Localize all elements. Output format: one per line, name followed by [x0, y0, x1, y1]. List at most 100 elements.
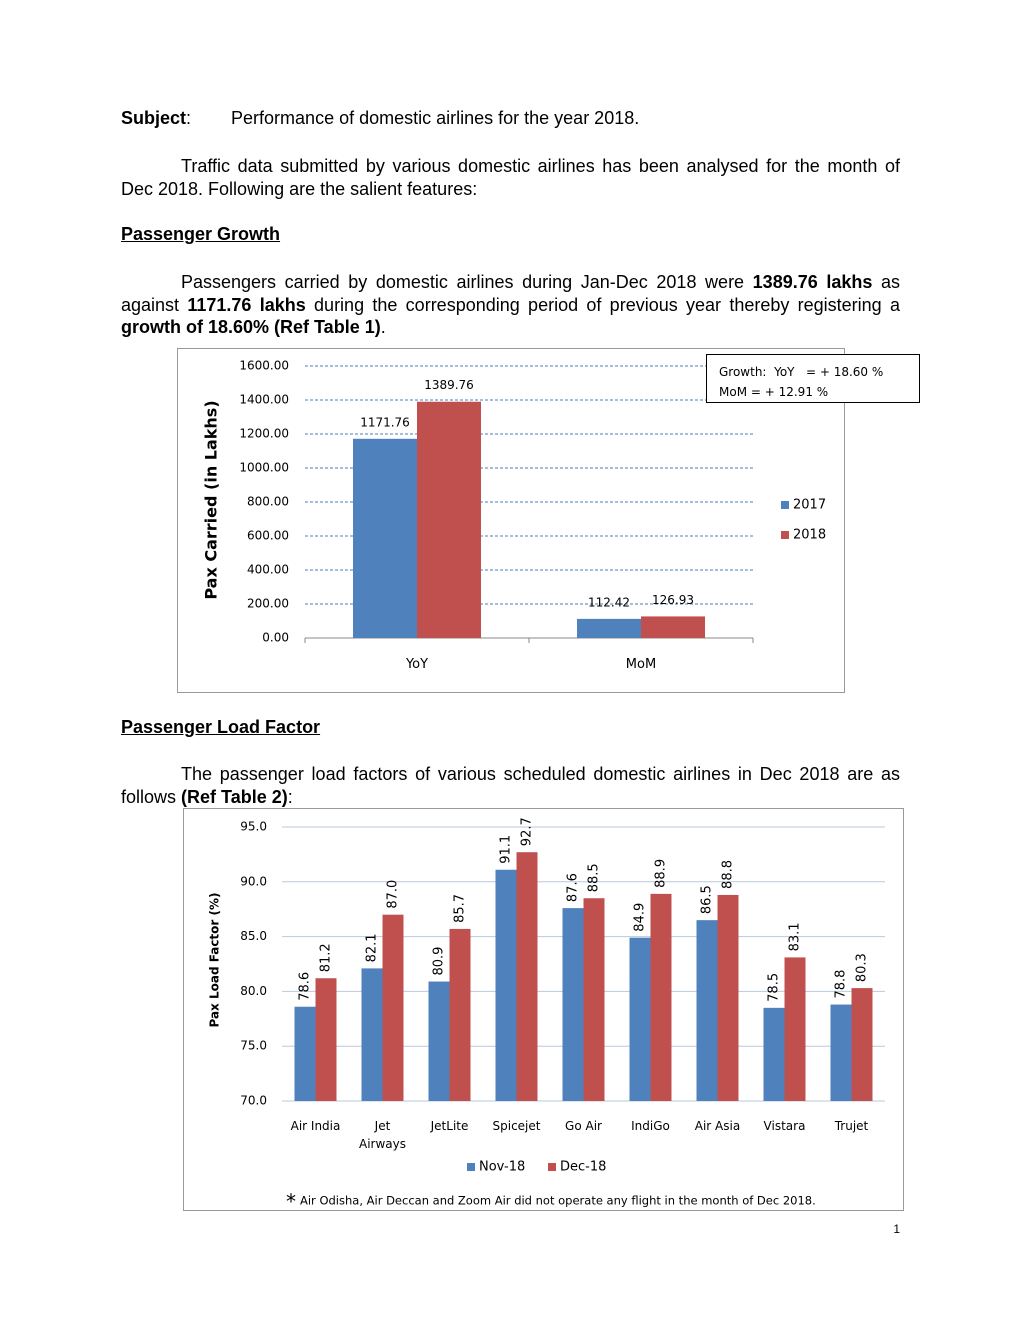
bar — [449, 928, 471, 1101]
chart-svg: 70.0 75.0 80.0 85.0 90.0 95.0 Pax Load Factor … — [183, 808, 904, 1211]
text-run: Passengers carried by domestic airlines … — [181, 272, 753, 292]
chart: 0.00 200.00 400.00 600.00 800.00 1000.00 1200.… — [177, 348, 845, 693]
page-number: 1 — [893, 1222, 900, 1236]
text-run: Subject — [121, 108, 187, 128]
text-run: : — [186, 108, 192, 128]
data-label: 126.93 — [652, 593, 694, 607]
data-label: 91.1 — [499, 835, 514, 864]
data-label: 84.9 — [633, 903, 648, 932]
text-run: . — [380, 317, 386, 337]
y-tick-label: 1000.00 — [239, 461, 289, 475]
bar — [650, 893, 672, 1101]
paragraph: Passengers carried by domestic airlines … — [121, 271, 900, 339]
bar — [641, 616, 705, 638]
x-tick-label: Vistara — [763, 1119, 806, 1133]
y-tick-label: 800.00 — [247, 495, 289, 509]
text-run: : — [287, 786, 293, 807]
data-label: 112.42 — [588, 595, 630, 609]
bar — [361, 968, 383, 1101]
x-tick-label: IndiGo — [631, 1119, 670, 1133]
legend-swatch — [781, 531, 789, 539]
text-run: 1171.76 lakhs — [187, 294, 306, 315]
annotation-box: Growth: YoY = + 18.60 % MoM = + 12.91 % — [706, 354, 920, 403]
data-label: 78.6 — [298, 972, 313, 1001]
x-tick-label: Go Air — [565, 1119, 602, 1133]
bar — [382, 914, 404, 1101]
chart-border — [177, 348, 845, 693]
data-label: 78.5 — [767, 973, 782, 1002]
data-label: 87.6 — [566, 873, 581, 902]
bar — [763, 1007, 785, 1101]
legend-label: 2018 — [793, 528, 826, 543]
footnote: Air Odisha, Air Deccan and Zoom Air did … — [300, 1194, 816, 1208]
y-tick-label: 600.00 — [247, 529, 289, 543]
y-tick-label: 400.00 — [247, 563, 289, 577]
y-tick-label: 95.0 — [240, 820, 267, 834]
y-tick-label: 200.00 — [247, 597, 289, 611]
bar — [428, 981, 450, 1101]
data-label: 80.9 — [432, 947, 447, 976]
bar — [495, 869, 517, 1101]
bar — [830, 1004, 852, 1101]
y-axis-label: Pax Carried (in Lakhs) — [202, 400, 221, 599]
data-label: 92.7 — [520, 817, 535, 846]
y-tick-label: 75.0 — [240, 1039, 267, 1053]
bar — [851, 988, 873, 1101]
y-axis-label: Pax Load Factor (%) — [208, 892, 222, 1027]
data-label: 88.5 — [587, 863, 602, 892]
y-tick-label: 0.00 — [262, 631, 289, 645]
data-label: 80.3 — [855, 953, 870, 982]
subject: Subject: Performance of domestic airlines… — [121, 108, 900, 129]
data-label: 1171.76 — [360, 415, 410, 429]
y-tick-label: 1200.00 — [239, 427, 289, 441]
heading: Passenger Load Factor — [121, 717, 321, 737]
bar — [583, 898, 605, 1101]
bar — [294, 1006, 316, 1101]
text-run: growth of 18.60% (Ref Table 1) — [121, 317, 381, 337]
subject-text: Performance of domestic airlines for the… — [231, 108, 640, 128]
legend-swatch — [781, 501, 789, 509]
legend-label: Dec-18 — [560, 1160, 606, 1175]
x-tick-label: Trujet — [834, 1119, 869, 1133]
legend-swatch — [548, 1163, 556, 1171]
data-label: 88.9 — [654, 859, 669, 888]
chart: 70.0 75.0 80.0 85.0 90.0 95.0 Pax Load Factor … — [183, 808, 904, 1211]
text-run: during the corresponding period of previ… — [305, 294, 900, 315]
y-tick-label: 1400.00 — [239, 393, 289, 407]
data-label: 85.7 — [453, 894, 468, 923]
bar — [696, 920, 718, 1101]
bar — [562, 908, 584, 1101]
data-label: 88.8 — [721, 860, 736, 889]
text-run: 1389.76 lakhs — [752, 272, 873, 292]
y-tick-label: 90.0 — [240, 874, 267, 888]
heading: Passenger Growth — [121, 224, 281, 244]
bar — [516, 852, 538, 1101]
paragraph: The passenger load factors of various sc… — [121, 763, 900, 808]
legend-swatch — [467, 1163, 475, 1171]
data-label: 83.1 — [788, 922, 803, 951]
y-tick-label: 1600.00 — [239, 359, 289, 373]
annotation: MoM = + 12.91 % — [719, 385, 829, 399]
bar — [717, 894, 739, 1101]
text-run: (Ref Table 2) — [181, 786, 288, 807]
legend-label: Nov-18 — [479, 1160, 525, 1175]
text-run: The passenger load factors of various sc… — [121, 764, 900, 807]
x-tick-label: Air India — [290, 1119, 341, 1133]
y-tick-label: 70.0 — [240, 1094, 267, 1108]
bar — [353, 438, 417, 638]
y-tick-label: 80.0 — [240, 984, 267, 998]
bar — [315, 978, 337, 1101]
data-label: 78.8 — [834, 970, 849, 999]
data-label: 82.1 — [365, 933, 380, 962]
x-tick-label: Jet Airways — [359, 1119, 406, 1151]
intro: Traffic data submitted by various domest… — [121, 156, 900, 199]
data-label: 87.0 — [386, 880, 401, 909]
data-label: 1389.76 — [424, 378, 474, 392]
x-tick-label: YoY — [405, 657, 429, 672]
data-label: 86.5 — [700, 885, 715, 914]
bar — [417, 401, 481, 638]
x-tick-label: JetLite — [430, 1119, 469, 1133]
bar — [577, 618, 641, 638]
y-tick-label: 85.0 — [240, 929, 267, 943]
